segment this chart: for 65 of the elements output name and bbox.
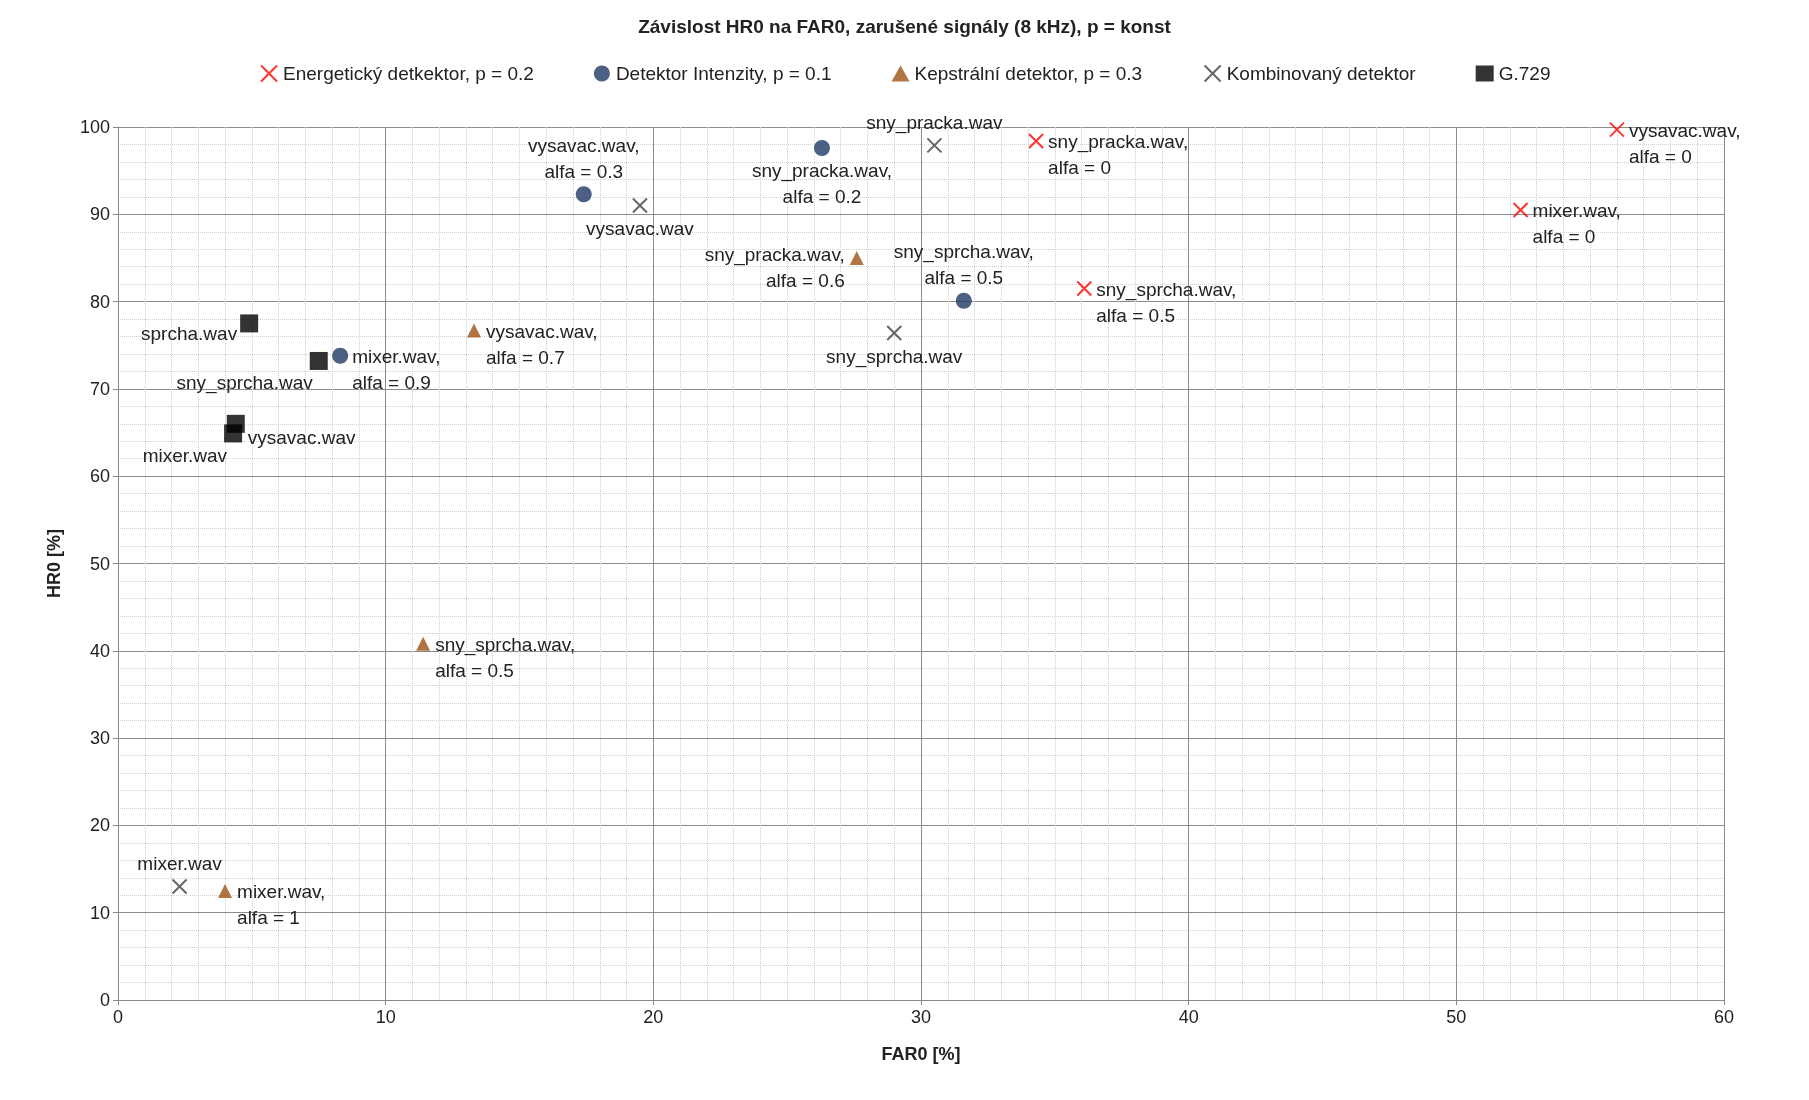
- point: [926, 137, 943, 154]
- y-tick-label: 0: [99, 990, 110, 1010]
- annotation: mixer.wav, alfa = 0: [1532, 200, 1621, 248]
- point: [955, 292, 972, 309]
- x-tick-label: 30: [910, 1007, 932, 1027]
- legend-label: Energetický detkektor, p = 0.2: [283, 63, 534, 84]
- point: [1076, 280, 1093, 297]
- annotation: sny_sprcha.wav, alfa = 0.5: [1096, 279, 1237, 327]
- x-tick-label: 10: [375, 1007, 396, 1027]
- annotation: sny_pracka.wav: [866, 111, 1003, 134]
- annotation: sny_sprcha.wav: [826, 345, 963, 368]
- annotation: sny_pracka.wav, alfa = 0.2: [751, 160, 893, 208]
- legend-label: G.729: [1498, 63, 1551, 84]
- x-tick-label: 20: [643, 1007, 664, 1027]
- x-tick-label: 40: [1178, 1007, 1199, 1027]
- y-tick-label: 10: [89, 902, 110, 923]
- annotation: mixer.wav: [142, 444, 228, 466]
- point: [332, 347, 349, 364]
- y-tick-label: 70: [89, 378, 110, 399]
- x-tick-label: 0: [112, 1007, 124, 1027]
- annotation: sny_sprcha.wav, alfa = 0.5: [893, 241, 1034, 289]
- point: [1512, 201, 1529, 218]
- legend-label: Kepstrální detektor, p = 0.3: [914, 63, 1143, 84]
- point: [1608, 121, 1625, 138]
- point: [1028, 132, 1045, 149]
- point: [309, 351, 328, 370]
- y-tick-label: 40: [89, 640, 110, 661]
- annotation: sny_pracka.wav, alfa = 0.6: [704, 244, 845, 292]
- point: [416, 636, 431, 651]
- annotation: sny_pracka.wav, alfa = 0: [1048, 131, 1189, 179]
- point: [224, 424, 243, 443]
- annotation: vysavac.wav: [247, 427, 356, 449]
- annotation: vysavac.wav, alfa = 0: [1628, 120, 1741, 168]
- y-tick-label: 50: [89, 553, 110, 574]
- y-tick-label: 30: [89, 728, 110, 749]
- annotation: mixer.wav, alfa = 1: [237, 881, 326, 929]
- y-axis-title: HR0 [%]: [44, 528, 64, 599]
- chart-title: Závislost HR0 na FAR0, zarušené signály (8 kHz), p = konst: [638, 16, 1172, 37]
- legend-label: Kombinovaný detektor: [1226, 63, 1417, 84]
- annotation: vysavac.wav, alfa = 0.7: [486, 320, 598, 368]
- point: [886, 325, 903, 342]
- y-tick-label: 60: [89, 466, 110, 487]
- y-tick-label: 90: [89, 204, 110, 225]
- annotation: sny_sprcha.wav: [176, 372, 314, 395]
- annotation: vysavac.wav: [586, 218, 695, 240]
- annotation: mixer.wav, alfa = 0.9: [352, 346, 441, 394]
- y-tick-label: 20: [89, 815, 110, 836]
- y-tick-label: 100: [79, 117, 110, 137]
- point: [631, 197, 648, 214]
- point: [218, 883, 233, 898]
- annotation: vysavac.wav, alfa = 0.3: [527, 134, 640, 182]
- annotation: mixer.wav: [137, 853, 223, 875]
- point: [467, 323, 481, 338]
- point: [849, 250, 864, 265]
- legend-label: Detektor Intenzity, p = 0.1: [615, 63, 832, 84]
- y-tick-label: 80: [89, 291, 110, 312]
- x-tick-label: 60: [1713, 1007, 1735, 1027]
- point: [813, 139, 830, 156]
- point: [240, 314, 259, 333]
- annotation: sny_sprcha.wav, alfa = 0.5: [435, 634, 576, 682]
- x-axis-title: FAR0 [%]: [881, 1044, 961, 1064]
- point: [575, 186, 592, 203]
- x-tick-label: 50: [1446, 1007, 1467, 1027]
- annotation: sprcha.wav: [141, 322, 238, 344]
- point: [171, 878, 188, 895]
